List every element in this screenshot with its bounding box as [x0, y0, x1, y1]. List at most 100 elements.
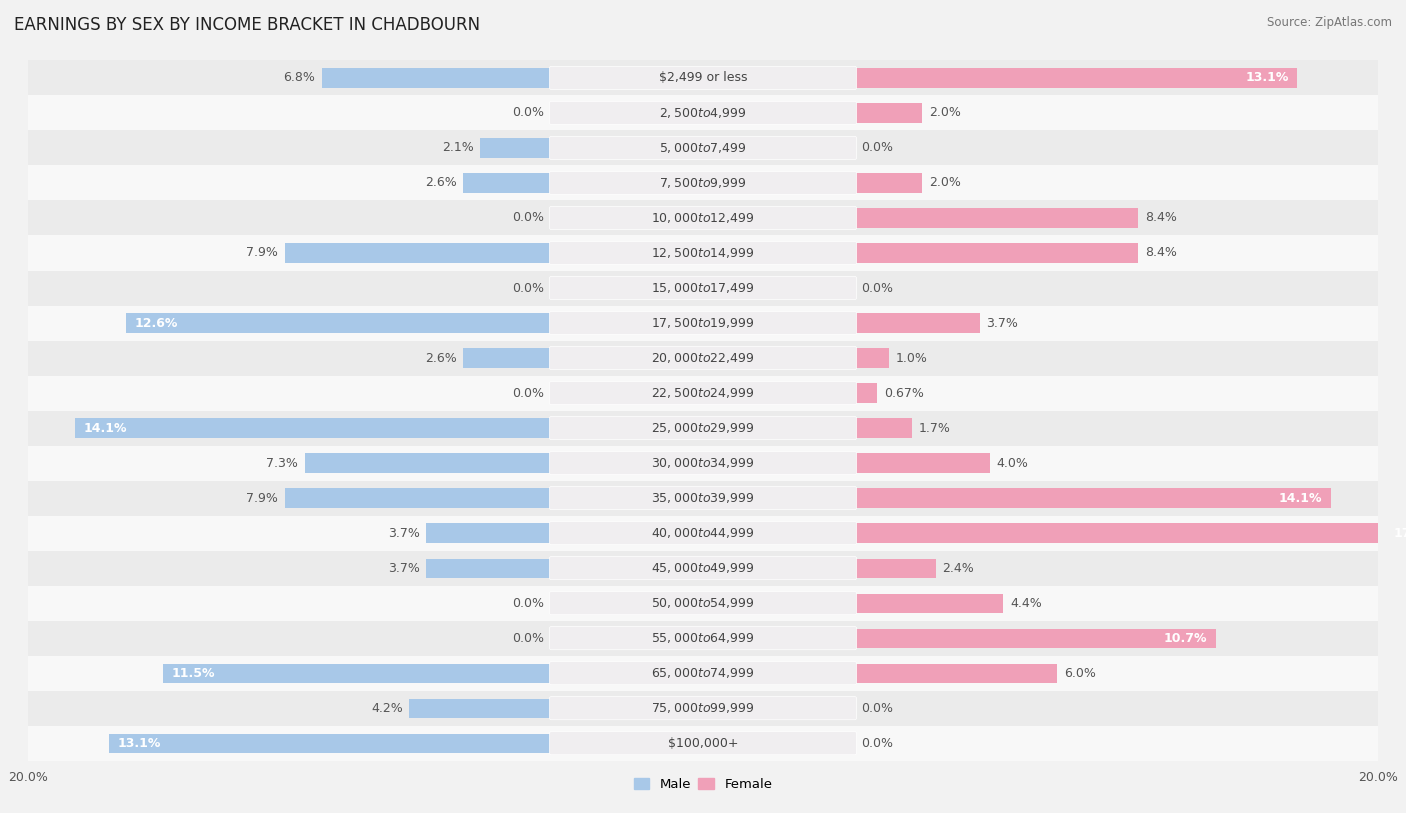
Bar — [28, 726, 1378, 761]
Text: 0.0%: 0.0% — [512, 386, 544, 399]
Text: $30,000 to $34,999: $30,000 to $34,999 — [651, 456, 755, 470]
Text: $50,000 to $54,999: $50,000 to $54,999 — [651, 596, 755, 610]
Bar — [28, 341, 1378, 376]
Text: 2.6%: 2.6% — [425, 351, 457, 364]
FancyBboxPatch shape — [550, 416, 856, 440]
Text: $100,000+: $100,000+ — [668, 737, 738, 750]
Text: 6.8%: 6.8% — [283, 72, 315, 85]
Text: $5,000 to $7,499: $5,000 to $7,499 — [659, 141, 747, 155]
FancyBboxPatch shape — [550, 346, 856, 370]
Bar — [855, 489, 1330, 508]
FancyBboxPatch shape — [550, 102, 856, 124]
Bar — [305, 454, 551, 472]
FancyBboxPatch shape — [550, 207, 856, 229]
Bar — [28, 655, 1378, 691]
Text: $20,000 to $22,499: $20,000 to $22,499 — [651, 351, 755, 365]
Text: EARNINGS BY SEX BY INCOME BRACKET IN CHADBOURN: EARNINGS BY SEX BY INCOME BRACKET IN CHA… — [14, 16, 481, 34]
Bar — [110, 733, 551, 753]
Text: 13.1%: 13.1% — [118, 737, 160, 750]
Text: Source: ZipAtlas.com: Source: ZipAtlas.com — [1267, 16, 1392, 29]
Text: 7.9%: 7.9% — [246, 492, 278, 505]
Text: $40,000 to $44,999: $40,000 to $44,999 — [651, 526, 755, 540]
Text: 7.3%: 7.3% — [266, 457, 298, 470]
Bar — [28, 515, 1378, 550]
Bar — [284, 243, 551, 263]
Text: 0.0%: 0.0% — [862, 141, 894, 154]
Text: 4.4%: 4.4% — [1010, 597, 1042, 610]
Text: 1.0%: 1.0% — [896, 351, 927, 364]
Bar — [28, 691, 1378, 726]
Bar — [28, 130, 1378, 166]
Text: 8.4%: 8.4% — [1144, 246, 1177, 259]
Bar — [855, 559, 936, 578]
Text: 1.7%: 1.7% — [920, 422, 950, 435]
Text: 7.9%: 7.9% — [246, 246, 278, 259]
Text: 14.1%: 14.1% — [1278, 492, 1322, 505]
Bar — [481, 138, 551, 158]
FancyBboxPatch shape — [550, 137, 856, 159]
Bar — [855, 419, 912, 437]
FancyBboxPatch shape — [550, 592, 856, 615]
Text: 4.2%: 4.2% — [371, 702, 402, 715]
Text: 8.4%: 8.4% — [1144, 211, 1177, 224]
FancyBboxPatch shape — [550, 557, 856, 580]
Bar — [28, 236, 1378, 271]
Text: $10,000 to $12,499: $10,000 to $12,499 — [651, 211, 755, 225]
Text: 2.0%: 2.0% — [929, 176, 960, 189]
Text: $35,000 to $39,999: $35,000 to $39,999 — [651, 491, 755, 505]
Text: $7,500 to $9,999: $7,500 to $9,999 — [659, 176, 747, 190]
Text: 13.1%: 13.1% — [1246, 72, 1288, 85]
Bar — [855, 68, 1296, 88]
Bar — [28, 446, 1378, 480]
Text: 14.1%: 14.1% — [84, 422, 128, 435]
Text: $45,000 to $49,999: $45,000 to $49,999 — [651, 561, 755, 575]
Bar — [855, 628, 1216, 648]
Bar — [28, 60, 1378, 95]
Text: $17,500 to $19,999: $17,500 to $19,999 — [651, 316, 755, 330]
Bar — [855, 103, 922, 123]
Bar — [28, 201, 1378, 236]
Bar — [855, 593, 1004, 613]
Text: 12.6%: 12.6% — [135, 316, 177, 329]
Text: 17.5%: 17.5% — [1393, 527, 1406, 540]
Bar — [855, 173, 922, 193]
Bar — [28, 95, 1378, 130]
Text: 0.0%: 0.0% — [862, 281, 894, 294]
Bar — [855, 243, 1139, 263]
Bar — [28, 411, 1378, 446]
FancyBboxPatch shape — [550, 522, 856, 545]
Bar — [426, 559, 551, 578]
Text: 2.6%: 2.6% — [425, 176, 457, 189]
Text: $22,500 to $24,999: $22,500 to $24,999 — [651, 386, 755, 400]
Text: 3.7%: 3.7% — [388, 527, 419, 540]
Text: 2.0%: 2.0% — [929, 107, 960, 120]
Text: 0.67%: 0.67% — [884, 386, 924, 399]
Bar — [464, 349, 551, 367]
Bar — [28, 166, 1378, 201]
Text: 3.7%: 3.7% — [987, 316, 1018, 329]
Legend: Male, Female: Male, Female — [628, 773, 778, 797]
Bar — [409, 698, 551, 718]
FancyBboxPatch shape — [550, 241, 856, 264]
Bar — [855, 384, 877, 402]
Bar — [28, 550, 1378, 585]
Bar — [28, 376, 1378, 411]
Bar — [28, 271, 1378, 306]
Text: 0.0%: 0.0% — [512, 281, 544, 294]
Text: $12,500 to $14,999: $12,500 to $14,999 — [651, 246, 755, 260]
FancyBboxPatch shape — [550, 662, 856, 685]
Bar — [855, 208, 1139, 228]
FancyBboxPatch shape — [550, 381, 856, 405]
Bar — [855, 663, 1057, 683]
FancyBboxPatch shape — [550, 732, 856, 754]
Text: 2.4%: 2.4% — [942, 562, 974, 575]
Bar — [464, 173, 551, 193]
FancyBboxPatch shape — [550, 451, 856, 475]
Bar — [855, 313, 980, 333]
Text: $25,000 to $29,999: $25,000 to $29,999 — [651, 421, 755, 435]
Bar — [163, 663, 551, 683]
Text: $65,000 to $74,999: $65,000 to $74,999 — [651, 666, 755, 680]
Bar — [855, 349, 889, 367]
Text: $75,000 to $99,999: $75,000 to $99,999 — [651, 701, 755, 715]
FancyBboxPatch shape — [550, 311, 856, 335]
